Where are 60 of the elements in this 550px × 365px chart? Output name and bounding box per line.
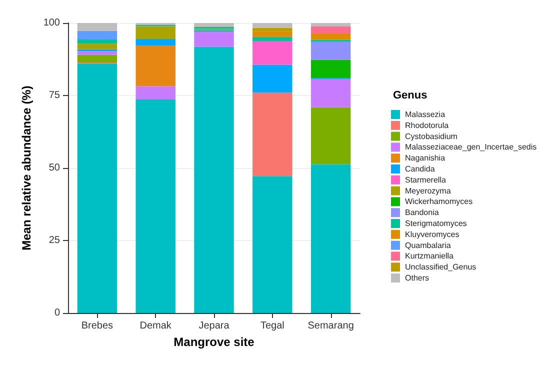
y-tick-label: 0 [54,308,60,318]
bar [77,64,118,313]
legend-title: Genus [393,90,428,102]
legend-label: Candida [405,164,436,174]
bar [194,23,234,28]
bar [252,31,292,37]
y-axis-title: Mean relative abundance (%) [19,86,34,250]
bar [252,23,292,28]
bar [310,42,351,60]
legend-label: Kurtzmaniella [405,252,454,261]
legend-label: Wickerhamomyces [405,197,473,206]
bar [77,51,118,55]
x-tick-label: Jepara [198,320,230,332]
bar [194,46,234,313]
legend-label: Bandonia [405,208,440,218]
bar [310,33,351,40]
y-tick-label: 100 [43,18,60,28]
bar [136,26,176,39]
x-tick-label: Semarang [308,320,354,332]
bar [252,36,292,41]
bar [310,23,351,26]
bar [310,164,351,313]
legend-label: Others [405,274,430,282]
legend-label: Quambalaria [405,240,452,250]
bar [252,40,292,65]
legend-label: Rhodotorula [405,120,450,130]
bar [252,64,292,93]
legend-label: Malassezia [405,110,446,119]
bar [77,40,118,44]
x-axis-title: Mangrove site [174,334,255,349]
legend-label: Sterigmatomyces [405,219,467,228]
bar [310,26,351,34]
bar [136,38,176,46]
legend-label: Unclassified_Genus [405,262,476,272]
bar [77,30,118,40]
legend-label: Cystobasidium [405,132,458,141]
bar [136,100,176,313]
bar [77,54,118,62]
x-tick-label: Brebes [81,320,114,332]
x-tick-label: Demak [140,320,172,332]
legend-label: Kluyveromyces [405,230,460,239]
y-tick-label: 75 [48,90,60,101]
bar [194,32,234,47]
bar [77,23,118,31]
bar [252,92,292,176]
y-tick-label: 50 [48,162,60,174]
bar [252,176,292,313]
bar [252,28,292,32]
legend-label: Starmerella [405,175,446,184]
bar [136,86,176,100]
bar [310,78,351,108]
bar [136,46,176,86]
bar [77,44,118,50]
legend-label: Malasseziaceae_gen_Incertae_sedis [405,142,537,152]
x-tick-label: Tegal [260,320,284,332]
bar [310,60,351,78]
legend-label: Naganishia [405,154,446,163]
legend-label: Meyerozyma [405,186,452,196]
y-tick-label: 25 [48,235,60,246]
bar [310,107,351,164]
